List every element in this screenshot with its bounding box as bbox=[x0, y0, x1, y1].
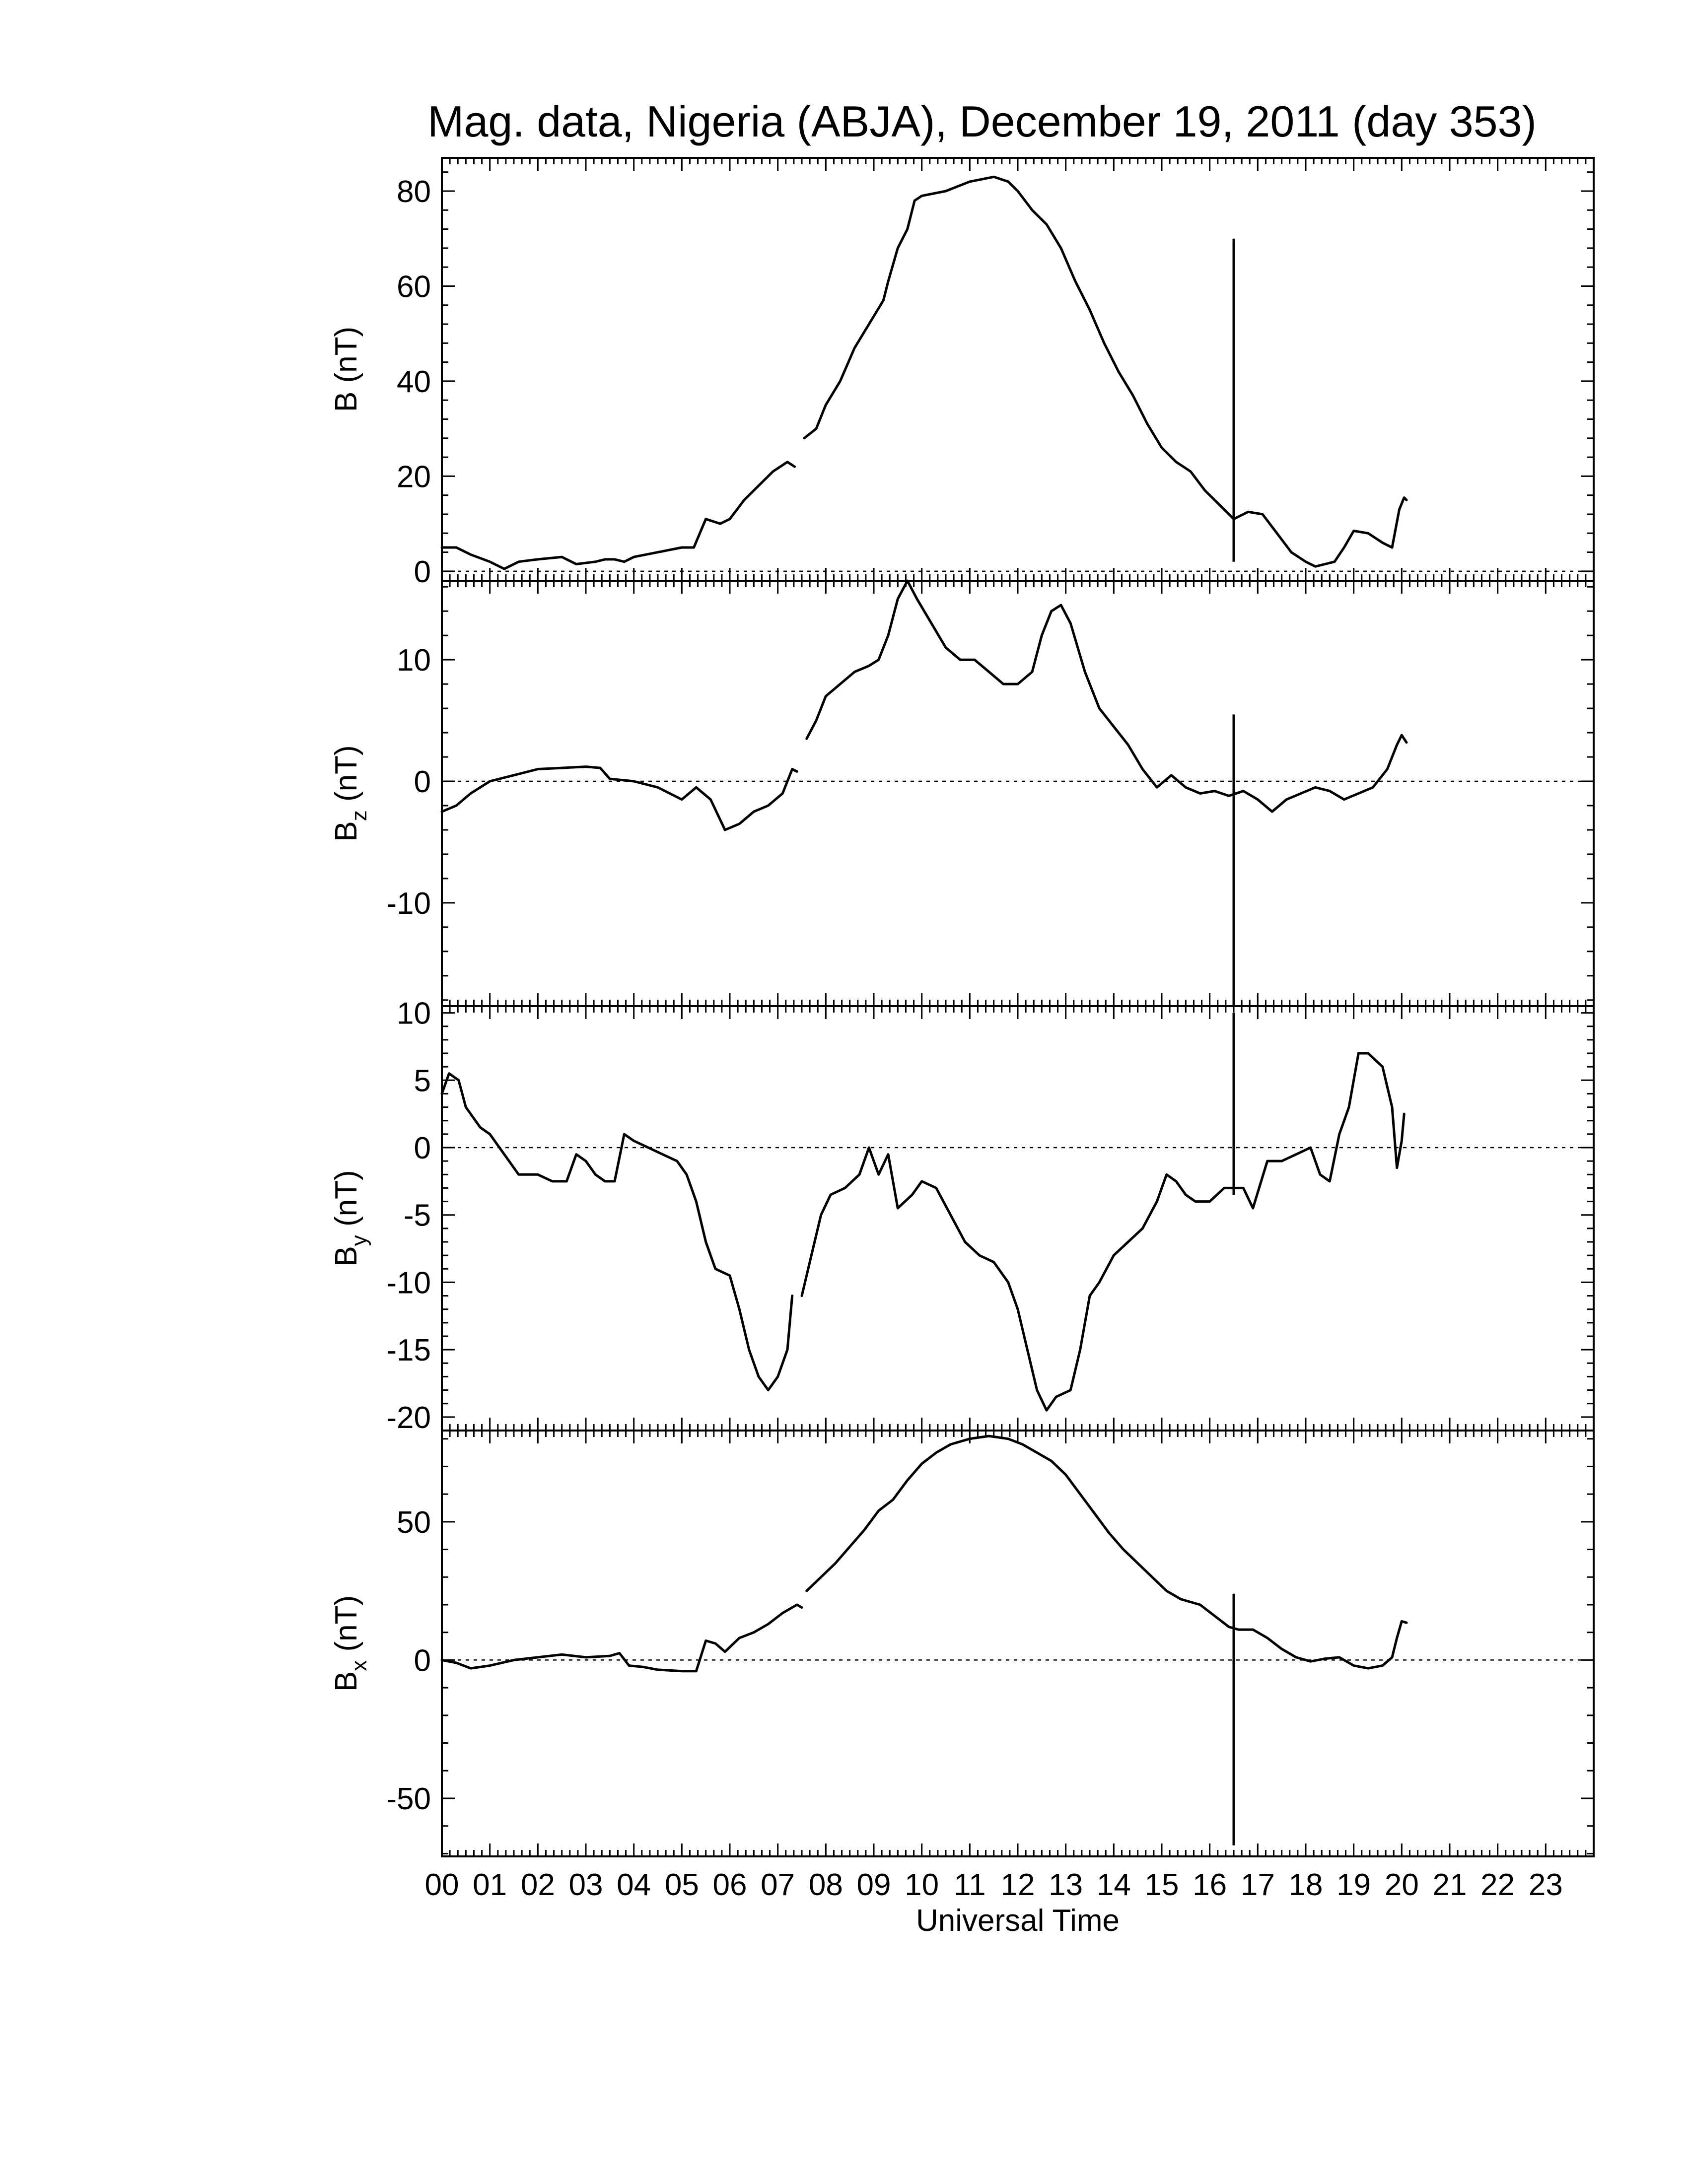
series-line-B bbox=[440, 461, 796, 570]
x-tick-label: 14 bbox=[1097, 1868, 1131, 1902]
x-tick-label: 01 bbox=[473, 1868, 507, 1902]
chart-title: Mag. data, Nigeria (ABJA), December 19, … bbox=[427, 97, 1537, 146]
x-tick-label: 16 bbox=[1193, 1868, 1227, 1902]
series-line-Bz bbox=[805, 579, 1408, 813]
y-tick-label: 0 bbox=[414, 765, 431, 799]
series-line-By bbox=[440, 1072, 794, 1392]
y-tick-label: 40 bbox=[397, 365, 431, 399]
y-tick-label: -50 bbox=[386, 1782, 431, 1816]
x-tick-label: 11 bbox=[954, 1868, 985, 1902]
panel-frame bbox=[441, 1430, 1595, 1857]
x-tick-label: 23 bbox=[1529, 1868, 1563, 1902]
x-tick-label: 18 bbox=[1289, 1868, 1323, 1902]
x-tick-label: 22 bbox=[1480, 1868, 1515, 1902]
series-line-B bbox=[803, 175, 1408, 568]
panel-frame bbox=[441, 580, 1595, 1007]
x-tick-label: 05 bbox=[665, 1868, 699, 1902]
x-tick-label: 06 bbox=[713, 1868, 747, 1902]
y-axis-label: Bz (nT) bbox=[329, 745, 371, 841]
y-tick-label: 10 bbox=[397, 643, 431, 678]
y-tick-label: 50 bbox=[397, 1505, 431, 1540]
y-tick-label: 0 bbox=[414, 1643, 431, 1678]
series-line-Bx bbox=[805, 1434, 1408, 1670]
x-tick-label: 17 bbox=[1241, 1868, 1275, 1902]
y-tick-label: 0 bbox=[414, 555, 431, 589]
x-tick-label: 10 bbox=[905, 1868, 939, 1902]
y-tick-label: -10 bbox=[386, 1266, 431, 1300]
y-axis-label: Bx (nT) bbox=[329, 1595, 371, 1692]
x-tick-label: 08 bbox=[809, 1868, 843, 1902]
x-tick-label: 15 bbox=[1145, 1868, 1179, 1902]
x-tick-label: 21 bbox=[1433, 1868, 1467, 1902]
y-tick-label: 5 bbox=[414, 1064, 431, 1098]
x-tick-label: 13 bbox=[1049, 1868, 1083, 1902]
x-tick-label: 09 bbox=[857, 1868, 891, 1902]
x-tick-label: 19 bbox=[1336, 1868, 1371, 1902]
panel-Bz: -10 0 10 Bz (nT) bbox=[329, 579, 1595, 1007]
y-tick-label: 20 bbox=[397, 460, 431, 494]
y-tick-label: -15 bbox=[386, 1333, 431, 1367]
panel-frame bbox=[441, 157, 1595, 582]
y-tick-label: 10 bbox=[397, 997, 431, 1031]
y-tick-label: 0 bbox=[414, 1131, 431, 1165]
series-line-Bx bbox=[440, 1603, 803, 1673]
x-tick-label: 20 bbox=[1385, 1868, 1419, 1902]
x-tick-label: 07 bbox=[761, 1868, 795, 1902]
x-tick-label: 02 bbox=[521, 1868, 555, 1902]
x-axis-label: Universal Time bbox=[916, 1904, 1120, 1938]
x-tick-labels: 00 01 02 03 04 05 06 07 08 09 10 11 12 13 14 15 16 17 18 19… bbox=[425, 1868, 1563, 1902]
y-tick-label: 80 bbox=[397, 175, 431, 209]
y-tick-label: -20 bbox=[386, 1401, 431, 1435]
series-line-By bbox=[800, 1052, 1406, 1412]
y-tick-label: -10 bbox=[386, 887, 431, 921]
y-axis-label: B (nT) bbox=[329, 327, 363, 412]
x-tick-label: 12 bbox=[1001, 1868, 1035, 1902]
y-tick-label: -5 bbox=[404, 1199, 431, 1233]
y-axis-label: By (nT) bbox=[329, 1170, 371, 1266]
panel-Bx: -50 0 50 Bx (nT) bbox=[329, 1430, 1595, 1857]
y-tick-label: 60 bbox=[397, 270, 431, 304]
panel-B: 0 20 40 60 80 B (nT) bbox=[329, 157, 1595, 589]
series-line-Bz bbox=[440, 765, 798, 831]
x-tick-label: 03 bbox=[569, 1868, 603, 1902]
x-tick-label: 04 bbox=[617, 1868, 651, 1902]
panel-By: -20 -15 -10 -5 0 5 10 By (nT) bbox=[329, 997, 1595, 1435]
x-tick-label: 00 bbox=[425, 1868, 459, 1902]
panel-frame bbox=[441, 1005, 1595, 1432]
